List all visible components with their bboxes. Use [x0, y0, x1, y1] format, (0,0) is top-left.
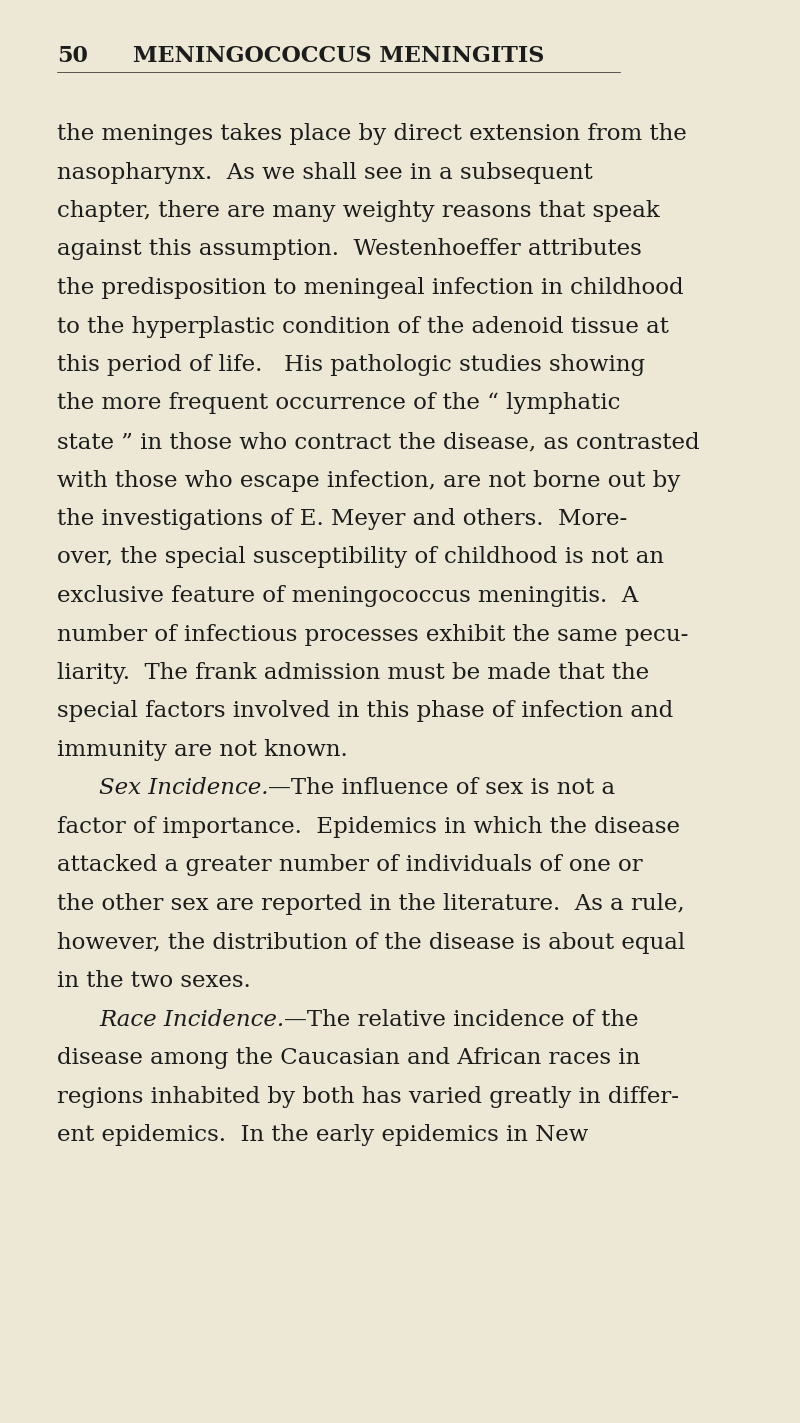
Text: number of infectious processes exhibit the same pecu-: number of infectious processes exhibit t… — [57, 623, 688, 646]
Text: MENINGOCOCCUS MENINGITIS: MENINGOCOCCUS MENINGITIS — [133, 46, 544, 67]
Text: the meninges takes place by direct extension from the: the meninges takes place by direct exten… — [57, 122, 686, 145]
Text: over, the special susceptibility of childhood is not an: over, the special susceptibility of chil… — [57, 546, 664, 569]
Text: regions inhabited by both has varied greatly in differ-: regions inhabited by both has varied gre… — [57, 1086, 679, 1107]
Text: —The influence of sex is not a: —The influence of sex is not a — [269, 777, 616, 800]
Text: chapter, there are many weighty reasons that speak: chapter, there are many weighty reasons … — [57, 201, 660, 222]
Text: Sex Incidence.: Sex Incidence. — [99, 777, 269, 800]
Text: with those who escape infection, are not borne out by: with those who escape infection, are not… — [57, 470, 680, 491]
Text: state ” in those who contract the disease, as contrasted: state ” in those who contract the diseas… — [57, 431, 700, 453]
Text: special factors involved in this phase of infection and: special factors involved in this phase o… — [57, 700, 674, 723]
Text: ent epidemics.  In the early epidemics in New: ent epidemics. In the early epidemics in… — [57, 1124, 588, 1146]
Text: Race Incidence.: Race Incidence. — [99, 1009, 284, 1030]
Text: liarity.  The frank admission must be made that the: liarity. The frank admission must be mad… — [57, 662, 649, 684]
Text: the other sex are reported in the literature.  As a rule,: the other sex are reported in the litera… — [57, 894, 685, 915]
Text: in the two sexes.: in the two sexes. — [57, 970, 250, 992]
Text: however, the distribution of the disease is about equal: however, the distribution of the disease… — [57, 932, 685, 953]
Text: the predisposition to meningeal infection in childhood: the predisposition to meningeal infectio… — [57, 277, 684, 299]
Text: —The relative incidence of the: —The relative incidence of the — [284, 1009, 638, 1030]
Text: 50: 50 — [57, 46, 88, 67]
Text: to the hyperplastic condition of the adenoid tissue at: to the hyperplastic condition of the ade… — [57, 316, 669, 337]
Text: the investigations of E. Meyer and others.  More-: the investigations of E. Meyer and other… — [57, 508, 627, 529]
Text: disease among the Caucasian and African races in: disease among the Caucasian and African … — [57, 1047, 640, 1069]
Text: exclusive feature of meningococcus meningitis.  A: exclusive feature of meningococcus menin… — [57, 585, 638, 608]
Text: this period of life.   His pathologic studies showing: this period of life. His pathologic stud… — [57, 354, 645, 376]
Text: nasopharynx.  As we shall see in a subsequent: nasopharynx. As we shall see in a subseq… — [57, 161, 593, 184]
Text: against this assumption.  Westenhoeff​er attributes: against this assumption. Westenhoeff​er … — [57, 239, 642, 260]
Text: factor of importance.  Epidemics in which the disease: factor of importance. Epidemics in which… — [57, 815, 680, 838]
Text: attacked a greater number of individuals of one or: attacked a greater number of individuals… — [57, 854, 642, 877]
Text: the more frequent occurrence of the “ lymphatic: the more frequent occurrence of the “ ly… — [57, 393, 621, 414]
Text: immunity are not known.: immunity are not known. — [57, 739, 348, 761]
